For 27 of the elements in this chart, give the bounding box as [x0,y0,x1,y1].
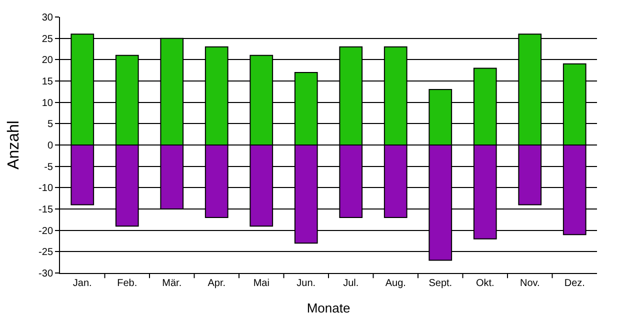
x-tick-label: Feb. [117,278,138,289]
y-tick-label: -5 [44,162,54,173]
y-tick-label: -20 [38,226,54,237]
y-tick-label: 30 [42,12,54,24]
y-tick-label: -15 [38,204,54,216]
x-axis-title: Monate [306,300,350,316]
y-tick-label: 20 [42,55,54,66]
x-tick-label: Mai [253,278,270,289]
y-tick-label: 25 [42,34,54,45]
y-tick-label: 15 [42,76,54,88]
x-tick-label: Mär. [162,278,182,289]
y-tick-label: 0 [47,140,54,152]
y-tick-label: -10 [38,183,54,194]
y-tick-label: -30 [38,268,54,280]
y-tick-label: 10 [42,98,54,109]
y-tick-label: 5 [47,119,54,130]
x-tick-label: Okt. [476,278,494,289]
y-axis-title: Anzahl [5,120,22,170]
x-tick-label: Aug. [385,278,406,289]
x-tick-label: Jul. [343,278,359,289]
x-tick-label: Dez. [564,278,585,289]
x-tick-label: Jan. [72,278,92,289]
x-tick-label: Sept. [428,278,452,289]
y-tick-label: -25 [38,247,54,258]
x-tick-label: Apr. [208,278,226,289]
x-tick-label: Jun. [296,278,316,289]
x-tick-label: Nov. [520,278,540,289]
